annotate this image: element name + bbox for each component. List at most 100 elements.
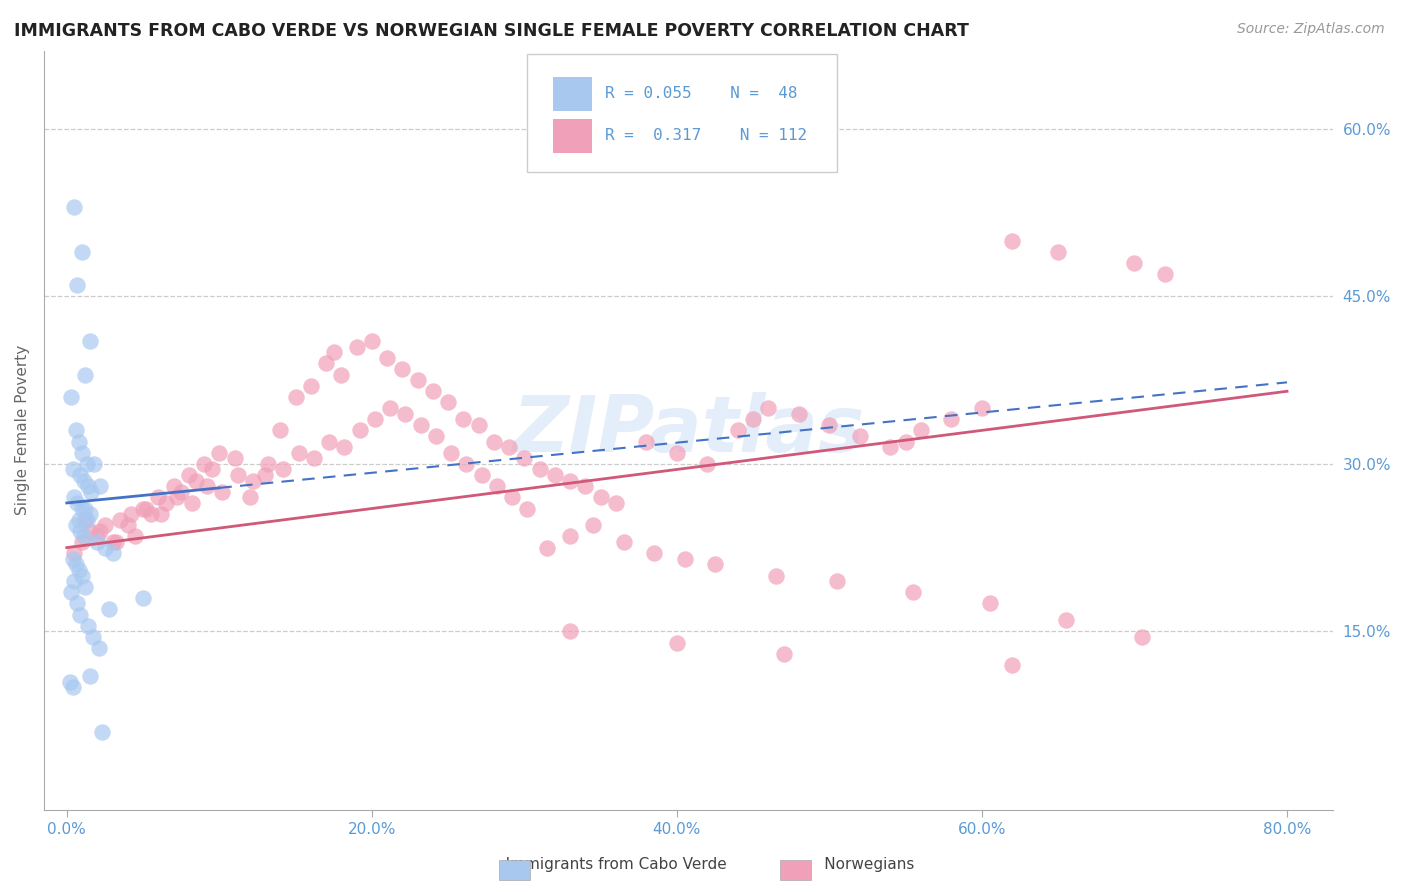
Point bbox=[79, 334, 101, 348]
Point bbox=[467, 417, 489, 432]
Point bbox=[582, 518, 605, 533]
Point bbox=[818, 417, 841, 432]
Point bbox=[63, 491, 86, 505]
Point bbox=[124, 529, 146, 543]
Point bbox=[83, 457, 105, 471]
Point bbox=[80, 484, 103, 499]
Point bbox=[76, 513, 98, 527]
Point bbox=[425, 429, 447, 443]
Point bbox=[772, 647, 794, 661]
Text: R = 0.055    N =  48: R = 0.055 N = 48 bbox=[605, 87, 797, 102]
Point bbox=[437, 395, 460, 409]
Point bbox=[422, 384, 444, 399]
Point bbox=[636, 434, 658, 449]
Point bbox=[302, 451, 325, 466]
Point bbox=[589, 491, 612, 505]
Point bbox=[63, 574, 86, 588]
Point bbox=[155, 496, 177, 510]
Point bbox=[394, 407, 416, 421]
Point bbox=[79, 524, 101, 538]
Text: R =  0.317    N = 112: R = 0.317 N = 112 bbox=[605, 128, 807, 144]
Point bbox=[67, 563, 90, 577]
Point bbox=[513, 451, 536, 466]
Point bbox=[498, 440, 520, 454]
Point bbox=[89, 524, 111, 538]
Point bbox=[63, 546, 86, 560]
Point bbox=[333, 440, 356, 454]
Point bbox=[170, 484, 193, 499]
Point bbox=[287, 446, 309, 460]
Point bbox=[910, 423, 932, 437]
Point bbox=[406, 373, 429, 387]
Point bbox=[440, 446, 463, 460]
Point bbox=[453, 412, 475, 426]
Point bbox=[69, 607, 91, 622]
Point bbox=[150, 507, 173, 521]
Point bbox=[59, 674, 82, 689]
Point bbox=[605, 496, 627, 510]
Point bbox=[75, 513, 97, 527]
Point bbox=[1130, 630, 1153, 644]
Point bbox=[765, 568, 787, 582]
Point bbox=[86, 535, 108, 549]
Point bbox=[75, 580, 97, 594]
Point bbox=[1123, 256, 1146, 270]
Point bbox=[727, 423, 749, 437]
Point bbox=[63, 200, 86, 214]
Point bbox=[330, 368, 353, 382]
Point bbox=[226, 468, 249, 483]
Point bbox=[69, 524, 91, 538]
Point bbox=[456, 457, 478, 471]
Point bbox=[704, 558, 727, 572]
Point bbox=[254, 468, 277, 483]
Point bbox=[665, 446, 688, 460]
Point bbox=[1047, 244, 1070, 259]
Point bbox=[177, 468, 200, 483]
Point bbox=[673, 551, 696, 566]
Point bbox=[89, 479, 111, 493]
Point bbox=[471, 468, 494, 483]
Point bbox=[574, 479, 596, 493]
Point bbox=[257, 457, 280, 471]
Point bbox=[104, 535, 127, 549]
Point bbox=[148, 491, 170, 505]
Point bbox=[299, 378, 322, 392]
Point bbox=[72, 529, 94, 543]
Point bbox=[66, 496, 89, 510]
Point bbox=[269, 423, 291, 437]
Point bbox=[76, 457, 98, 471]
Point bbox=[79, 507, 101, 521]
Point bbox=[70, 568, 93, 582]
Point bbox=[696, 457, 718, 471]
Point bbox=[529, 462, 551, 476]
Point bbox=[941, 412, 963, 426]
FancyBboxPatch shape bbox=[553, 78, 592, 112]
Point bbox=[346, 340, 368, 354]
Point bbox=[349, 423, 371, 437]
Point bbox=[139, 507, 162, 521]
Point bbox=[787, 407, 810, 421]
Point bbox=[82, 630, 104, 644]
Point bbox=[482, 434, 505, 449]
Point bbox=[501, 491, 523, 505]
Point bbox=[825, 574, 848, 588]
Point bbox=[70, 244, 93, 259]
Point bbox=[94, 518, 117, 533]
Point bbox=[375, 351, 398, 365]
Text: Immigrants from Cabo Verde                    Norwegians: Immigrants from Cabo Verde Norwegians bbox=[491, 857, 915, 872]
Point bbox=[558, 529, 581, 543]
Point bbox=[208, 446, 231, 460]
Point bbox=[180, 496, 202, 510]
Point bbox=[195, 479, 218, 493]
Point bbox=[66, 278, 89, 293]
Point bbox=[65, 518, 87, 533]
Point bbox=[70, 501, 93, 516]
Point bbox=[65, 423, 87, 437]
FancyBboxPatch shape bbox=[553, 119, 592, 153]
Point bbox=[70, 446, 93, 460]
Y-axis label: Single Female Poverty: Single Female Poverty bbox=[15, 345, 30, 516]
Point bbox=[132, 501, 155, 516]
Point bbox=[135, 501, 157, 516]
Text: IMMIGRANTS FROM CABO VERDE VS NORWEGIAN SINGLE FEMALE POVERTY CORRELATION CHART: IMMIGRANTS FROM CABO VERDE VS NORWEGIAN … bbox=[14, 22, 969, 40]
Point bbox=[79, 669, 101, 683]
